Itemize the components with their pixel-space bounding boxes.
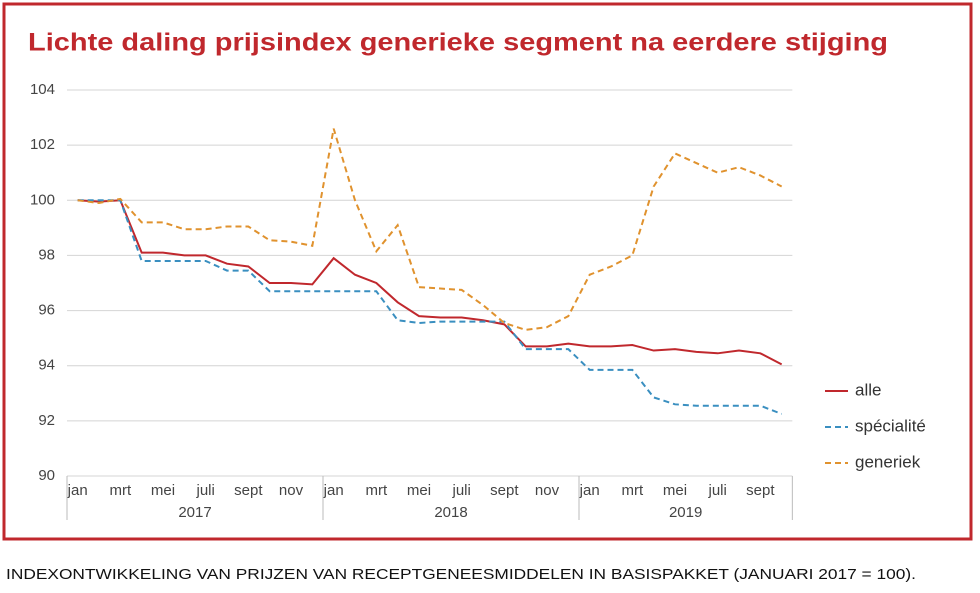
x-tick-label: sept <box>490 482 519 499</box>
x-tick-label: mrt <box>365 482 387 499</box>
y-tick-label: 94 <box>38 357 55 374</box>
x-tick-label: mei <box>663 482 687 499</box>
y-tick-label: 100 <box>30 191 55 208</box>
x-tick-label: nov <box>279 482 304 499</box>
year-label: 2019 <box>669 504 702 521</box>
legend-label: alle <box>855 380 881 399</box>
line-series <box>77 199 783 415</box>
year-label: 2018 <box>434 504 467 521</box>
year-label: 2017 <box>178 504 211 521</box>
x-tick-label: sept <box>746 482 775 499</box>
x-tick-label: nov <box>535 482 560 499</box>
x-tick-label: mrt <box>621 482 643 499</box>
x-tick-label: juli <box>195 482 214 499</box>
x-tick-label: jan <box>67 482 88 499</box>
legend-label: generiek <box>855 452 921 471</box>
x-tick-label: mei <box>151 482 175 499</box>
line-series <box>77 199 783 366</box>
y-tick-label: 90 <box>38 467 55 484</box>
line-series <box>77 128 783 331</box>
x-tick-label: mrt <box>109 482 131 499</box>
x-tick-label: juli <box>707 482 726 499</box>
legend-label: spécialité <box>855 416 926 435</box>
chart-title: Lichte daling prijsindex generieke segme… <box>28 29 888 57</box>
y-tick-label: 92 <box>38 412 55 429</box>
y-tick-label: 104 <box>30 81 55 98</box>
chart-frame <box>2 2 973 541</box>
x-tick-label: sept <box>234 482 263 499</box>
x-tick-label: jan <box>323 482 344 499</box>
y-tick-label: 98 <box>38 246 55 263</box>
caption: INDEXONTWIKKELING VAN PRIJZEN VAN RECEPT… <box>6 566 916 583</box>
x-tick-label: jan <box>579 482 600 499</box>
x-tick-label: juli <box>451 482 470 499</box>
y-tick-label: 96 <box>38 302 55 319</box>
y-tick-label: 102 <box>30 136 55 153</box>
x-tick-label: mei <box>407 482 431 499</box>
